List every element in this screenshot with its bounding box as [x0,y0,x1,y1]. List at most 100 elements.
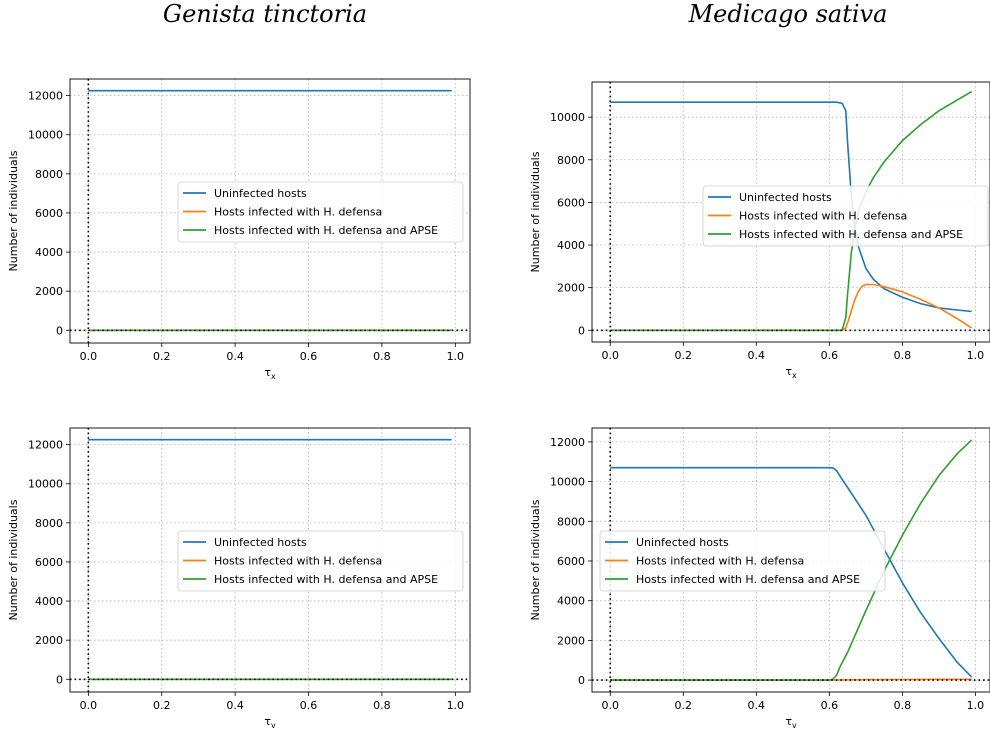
x-tick-label: 0.4 [748,349,766,362]
x-axis-label-symbol: τ [785,715,792,728]
legend-box [177,530,464,592]
column-title-genista-tinctoria: Genista tinctoria [163,0,367,28]
x-axis-label-symbol: τ [785,365,792,378]
y-tick-label: 10000 [28,129,63,142]
x-tick-label: 0.0 [80,350,98,363]
y-tick-label: 2000 [557,634,585,647]
chart-panel-4: 0.0 0.2 0.4 0.6 0.8 1.0 0 2000 4000 6000 8000 10000… [529,427,990,730]
plot-frame [69,78,471,344]
y-tick-label: 6000 [35,556,63,569]
x-axis-label-subscript: v [271,721,276,730]
x-tick-label: 0.4 [748,699,766,712]
x-tick-label: 0.6 [300,699,318,712]
series-group [610,439,973,681]
y-tick-label: 0 [56,324,63,337]
x-axis-label: τv [785,715,797,730]
x-tick-label: 1.0 [447,699,465,712]
legend-entry-label: Hosts infected with H. defensa [214,206,382,219]
legend: Uninfected hosts Hosts infected with H. d… [177,530,464,592]
series-line-hdefensa [610,283,973,332]
legend-entry-label: Hosts infected with H. defensa [214,555,382,568]
y-tick-label: 8000 [557,154,585,167]
legend-entry-label: Uninfected hosts [214,187,307,200]
x-axis-label: τx [785,365,797,380]
y-tick-label: 8000 [557,515,585,528]
y-tick-label: 6000 [557,555,585,568]
x-tick-label: 0.8 [373,350,391,363]
x-tick-label: 0.8 [373,699,391,712]
series-line-hdefensa-apse [610,439,973,681]
y-axis-label: Number of individuals [529,499,542,620]
plot-frame [591,427,990,693]
x-tick-label: 0.8 [894,349,912,362]
legend-entry-label: Uninfected hosts [636,536,729,549]
x-tick-label: 0.2 [153,699,171,712]
x-tick-label: 0.2 [675,699,693,712]
series-line-uninfected [610,466,973,678]
legend-entry-label: Hosts infected with H. defensa [739,210,907,223]
legend: Uninfected hosts Hosts infected with H. d… [177,181,464,243]
x-tick-label: 0.2 [153,350,171,363]
y-tick-label: 12000 [28,90,63,103]
x-axis-label-subscript: x [271,372,276,381]
y-tick-label: 6000 [557,196,585,209]
legend: Uninfected hosts Hosts infected with H. d… [599,530,886,592]
y-tick-label: 10000 [550,476,585,489]
legend-entry-label: Hosts infected with H. defensa [636,555,804,568]
x-tick-label: 0.0 [80,699,98,712]
y-tick-label: 6000 [35,207,63,220]
y-tick-label: 2000 [35,285,63,298]
x-tick-label: 0.4 [226,350,244,363]
legend-entry-label: Hosts infected with H. defensa and APSE [214,224,438,237]
plot-frame [591,81,990,343]
y-tick-label: 0 [578,674,585,687]
chart-panels: 0.0 0.2 0.4 0.6 0.8 1.0 0 2000 4000 6000 8000 10000… [7,78,990,730]
legend-box [177,181,464,243]
x-tick-label: 1.0 [447,350,465,363]
plot-frame [69,427,471,693]
y-tick-label: 8000 [35,517,63,530]
x-tick-label: 0.6 [821,349,839,362]
legend-entry-label: Uninfected hosts [739,191,832,204]
legend-entry-label: Uninfected hosts [214,536,307,549]
chart-panel-3: 0.0 0.2 0.4 0.6 0.8 1.0 0 2000 4000 6000 8000 10000… [7,427,471,730]
y-tick-label: 10000 [550,111,585,124]
y-tick-label: 4000 [35,246,63,259]
y-tick-label: 0 [56,673,63,686]
y-tick-label: 10000 [28,478,63,491]
legend-entry-label: Hosts infected with H. defensa and APSE [214,573,438,586]
y-tick-label: 4000 [557,239,585,252]
y-axis-label: Number of individuals [7,499,20,620]
y-tick-label: 12000 [550,436,585,449]
x-tick-label: 0.0 [602,699,620,712]
x-axis-label-subscript: x [792,371,797,380]
y-tick-label: 12000 [28,439,63,452]
chart-panel-2: 0.0 0.2 0.4 0.6 0.8 1.0 0 2000 4000 6000 8000 10000… [529,81,990,380]
x-tick-label: 0.2 [675,349,693,362]
series-line-uninfected [610,101,972,313]
x-tick-label: 1.0 [967,349,985,362]
x-tick-label: 0.8 [894,699,912,712]
legend: Uninfected hosts Hosts infected with H. d… [702,185,989,247]
y-axis-label: Number of individuals [529,151,542,272]
legend-entry-label: Hosts infected with H. defensa and APSE [739,228,963,241]
y-tick-label: 8000 [35,168,63,181]
x-axis-label-symbol: τ [264,366,271,379]
legend-box [599,530,886,592]
y-axis-label: Number of individuals [7,150,20,271]
y-tick-label: 2000 [35,634,63,647]
y-tick-label: 0 [578,324,585,337]
y-tick-label: 2000 [557,282,585,295]
x-axis-label: τv [264,715,276,730]
x-tick-label: 1.0 [967,699,985,712]
y-tick-label: 4000 [35,595,63,608]
x-tick-label: 0.4 [226,699,244,712]
y-tick-label: 4000 [557,595,585,608]
x-axis-label: τx [264,366,276,381]
x-tick-label: 0.6 [300,350,318,363]
legend-box [702,185,989,247]
legend-entry-label: Hosts infected with H. defensa and APSE [636,573,860,586]
x-tick-label: 0.0 [602,349,620,362]
x-axis-label-subscript: v [792,721,797,730]
